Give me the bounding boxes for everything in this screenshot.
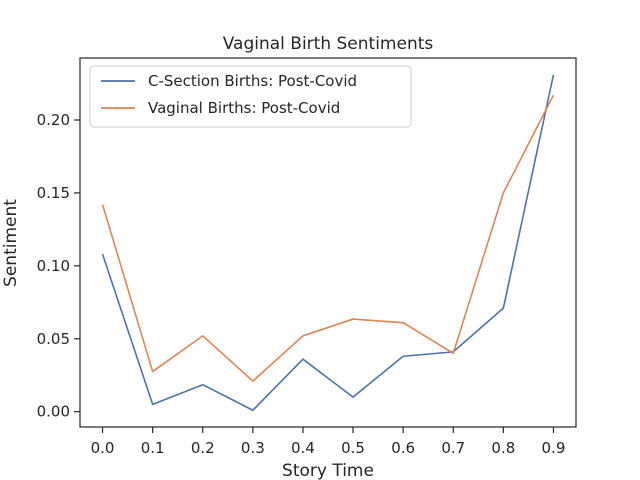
x-tick-label: 0.3 [241,439,265,457]
x-axis-label: Story Time [282,461,374,480]
plot-area [101,74,555,412]
legend: C-Section Births: Post-Covid Vaginal Birt… [89,65,412,128]
y-tick-label: 0.15 [37,184,70,202]
legend-label: Vaginal Births: Post-Covid [148,99,340,117]
x-tick-label: 0.6 [391,439,415,457]
x-tick-label: 0.0 [91,439,115,457]
legend-label: C-Section Births: Post-Covid [148,72,357,90]
y-tick-label: 0.10 [37,257,70,275]
y-axis: 0.00 0.05 0.10 0.15 0.20 [37,111,80,421]
y-tick-label: 0.20 [37,111,70,129]
y-tick-label: 0.00 [37,403,70,421]
legend-box [89,65,412,128]
x-tick-label: 0.2 [191,439,215,457]
y-axis-label: Sentiment [1,199,21,287]
y-tick-label: 0.05 [37,330,70,348]
chart-title: Vaginal Birth Sentiments [223,34,434,54]
x-tick-label: 0.4 [291,439,315,457]
x-axis: 0.0 0.1 0.2 0.3 0.4 0.5 0.6 0.7 0.8 0.9 [91,427,566,457]
x-tick-label: 0.9 [542,439,566,457]
x-tick-label: 0.5 [341,439,365,457]
series-line-2 [101,94,555,382]
series-line-1 [101,74,555,412]
x-tick-label: 0.7 [441,439,465,457]
x-tick-label: 0.8 [491,439,515,457]
plot-frame [79,57,577,428]
x-tick-label: 0.1 [141,439,165,457]
